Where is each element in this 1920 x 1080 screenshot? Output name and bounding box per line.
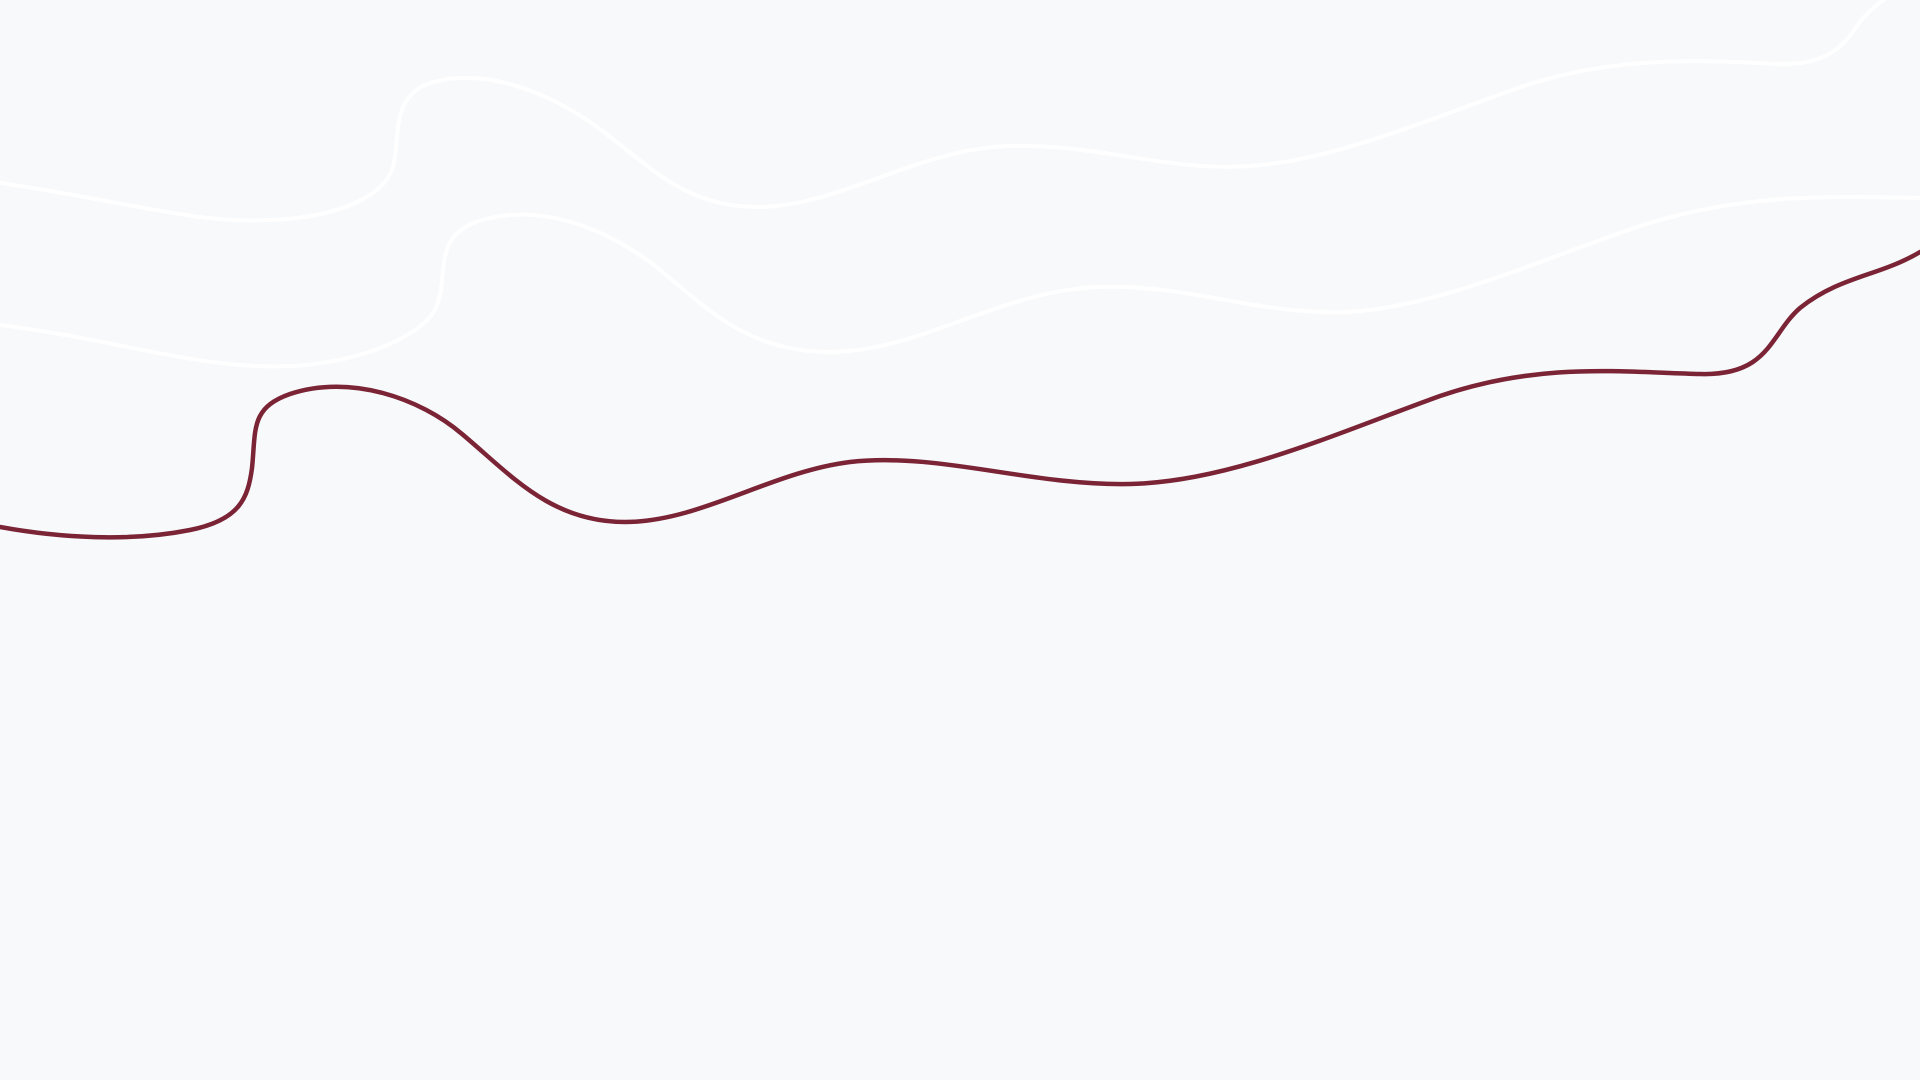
wave-line-middle <box>0 195 1920 369</box>
wave-line-accent <box>0 249 1920 540</box>
wave-line-top <box>0 0 1886 223</box>
